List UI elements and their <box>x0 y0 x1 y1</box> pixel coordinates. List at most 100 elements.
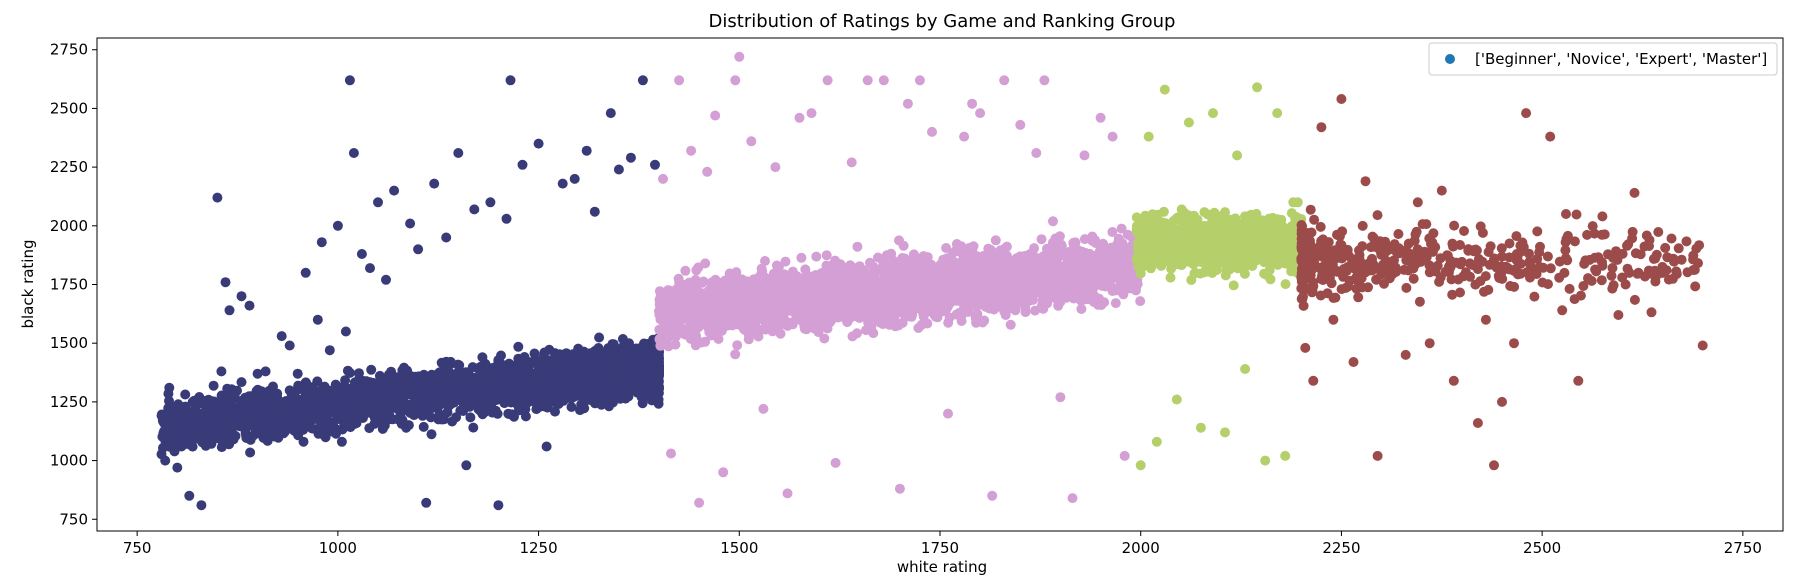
scatter-point <box>493 355 504 366</box>
scatter-point <box>389 185 400 196</box>
scatter-point <box>264 418 275 429</box>
scatter-point <box>260 366 271 377</box>
scatter-point <box>1048 216 1058 227</box>
scatter-point <box>332 220 343 231</box>
scatter-point <box>868 328 879 339</box>
scatter-point <box>605 366 616 376</box>
scatter-point <box>700 258 711 269</box>
scatter-point <box>453 148 464 158</box>
scatter-point <box>600 398 611 409</box>
scatter-point <box>531 391 542 402</box>
scatter-point <box>380 400 391 411</box>
scatter-point <box>821 250 832 261</box>
scatter-point <box>540 358 551 369</box>
scatter-point <box>603 343 614 354</box>
scatter-point <box>898 240 909 251</box>
scatter-point <box>479 369 490 380</box>
scatter-point <box>1036 234 1047 245</box>
scatter-point <box>358 379 369 390</box>
scatter-point <box>422 376 433 386</box>
scatter-point <box>300 267 311 278</box>
scatter-point <box>476 393 487 404</box>
scatter-point <box>366 364 377 375</box>
scatter-point <box>409 410 419 421</box>
scatter-point <box>216 366 227 377</box>
scatter-point <box>589 206 600 217</box>
scatter-point <box>520 411 531 422</box>
scatter-point <box>932 312 943 323</box>
scatter-point <box>506 397 517 408</box>
scatter-point <box>517 159 528 170</box>
scatter-point <box>743 334 754 345</box>
scatter-point <box>342 365 353 376</box>
scatter-point <box>336 436 347 447</box>
scatter-point <box>220 277 231 288</box>
scatter-point <box>236 291 247 302</box>
scatter-point <box>485 197 496 208</box>
scatter-point <box>477 352 488 363</box>
scatter-point <box>461 460 472 471</box>
scatter-point <box>165 416 176 427</box>
scatter-point <box>442 360 453 371</box>
scatter-point <box>303 386 314 396</box>
scatter-point <box>1031 256 1042 267</box>
scatter-point <box>642 366 653 377</box>
scatter-point <box>252 384 263 395</box>
scatter-point <box>813 285 824 295</box>
scatter-point <box>983 243 994 254</box>
scatter-point <box>356 249 367 259</box>
scatter-point <box>650 159 660 170</box>
scatter-point <box>505 75 516 86</box>
scatter-point <box>529 348 540 359</box>
scatter-point <box>691 265 702 276</box>
scatter-point <box>441 232 452 243</box>
scatter-point <box>554 370 565 381</box>
scatter-point <box>515 392 526 403</box>
scatter-point <box>236 377 247 388</box>
scatter-point <box>316 237 327 248</box>
scatter-point <box>680 265 691 276</box>
scatter-point <box>550 406 560 417</box>
scatter-point <box>854 261 865 272</box>
scatter-point <box>542 377 553 388</box>
scatter-point <box>268 427 279 438</box>
scatter-point <box>187 441 198 452</box>
scatter-point <box>556 353 567 364</box>
scatter-point <box>422 394 433 405</box>
scatter-point <box>439 388 450 399</box>
scatter-point <box>941 243 952 253</box>
scatter-point <box>581 145 592 156</box>
scatter-point <box>637 75 648 86</box>
scatter-point <box>629 346 640 357</box>
scatter-point <box>333 393 344 404</box>
scatter-point <box>492 408 503 419</box>
scatter-point <box>557 178 568 189</box>
scatter-point <box>990 235 1001 246</box>
scatter-point <box>180 389 191 400</box>
scatter-point <box>531 404 542 415</box>
scatter-point <box>497 378 507 389</box>
scatter-point <box>852 328 862 339</box>
scatter-point <box>204 421 214 432</box>
scatter-point <box>224 305 235 316</box>
scatter-point <box>605 356 616 367</box>
scatter-point <box>453 359 464 370</box>
scatter-point <box>605 108 616 119</box>
scatter-point <box>340 326 351 337</box>
scatter-point <box>594 332 605 343</box>
scatter-point <box>171 401 182 412</box>
scatter-point <box>584 348 595 359</box>
scatter-point <box>317 395 328 406</box>
scatter-point <box>730 349 741 360</box>
scatter-point <box>913 323 924 333</box>
scatter-point <box>1090 235 1101 246</box>
scatter-point <box>1074 274 1084 285</box>
scatter-point <box>552 382 563 393</box>
scatter-point <box>204 399 215 410</box>
scatter-point <box>372 409 383 420</box>
scatter-point <box>732 340 743 351</box>
scatter-point <box>340 375 351 386</box>
scatter-point <box>716 325 727 336</box>
scatter-point <box>397 398 408 409</box>
